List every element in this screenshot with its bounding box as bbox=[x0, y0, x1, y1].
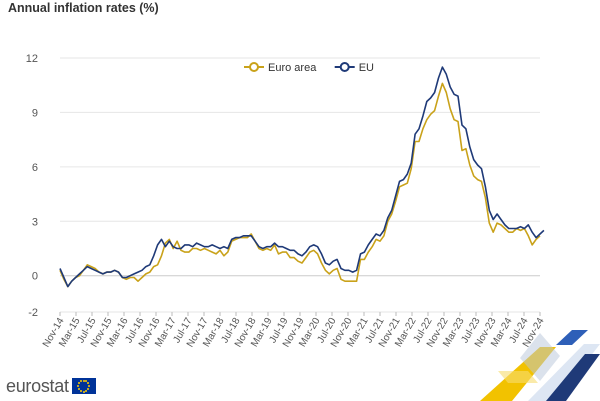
flag-star-icon bbox=[82, 390, 85, 393]
brand-graphic bbox=[480, 330, 600, 401]
flag-star-icon bbox=[79, 389, 82, 392]
y-tick-label: 12 bbox=[26, 53, 38, 65]
y-tick-label: -2 bbox=[28, 307, 38, 319]
y-tick-label: 0 bbox=[32, 271, 38, 283]
legend-label: Euro area bbox=[268, 62, 317, 74]
flag-star-icon bbox=[87, 387, 90, 390]
series-line-euro-area[interactable] bbox=[59, 82, 541, 288]
flag-star-icon bbox=[77, 385, 80, 387]
series-layer bbox=[59, 66, 545, 288]
flag-star-icon bbox=[85, 380, 88, 383]
flag-star-icon bbox=[87, 382, 90, 385]
y-tick-label: 9 bbox=[32, 107, 38, 119]
flag-star-icon bbox=[82, 379, 85, 382]
legend-item-eu[interactable]: EU bbox=[334, 62, 374, 74]
flag-star-icon bbox=[85, 389, 88, 392]
legend: Euro area EU bbox=[244, 62, 374, 74]
flag-star-icon bbox=[77, 387, 80, 390]
eurostat-logo: eurostat bbox=[6, 375, 96, 397]
legend-marker bbox=[339, 62, 350, 72]
eu-flag-icon bbox=[71, 378, 96, 394]
chart-title: Annual inflation rates (%) bbox=[8, 1, 159, 15]
flag-star-icon bbox=[79, 380, 82, 383]
logo-text: eurostat bbox=[6, 375, 69, 396]
y-tick-label: 3 bbox=[32, 216, 38, 228]
legend-item-euro-area[interactable]: Euro area bbox=[244, 62, 317, 74]
x-tick-labels: Nov-14Mar-15Jul-15Nov-15Mar-16Jul-16Nov-… bbox=[41, 312, 547, 349]
y-tick-label: 6 bbox=[32, 162, 38, 174]
series-line-eu[interactable] bbox=[59, 66, 545, 288]
legend-marker bbox=[249, 62, 259, 72]
grid-layer bbox=[60, 57, 540, 313]
flag-star-icon bbox=[77, 382, 80, 385]
legend-label: EU bbox=[359, 62, 374, 74]
y-tick-labels: -2 0 3 6 9 12 bbox=[26, 53, 38, 319]
flag-star-icon bbox=[88, 385, 91, 387]
